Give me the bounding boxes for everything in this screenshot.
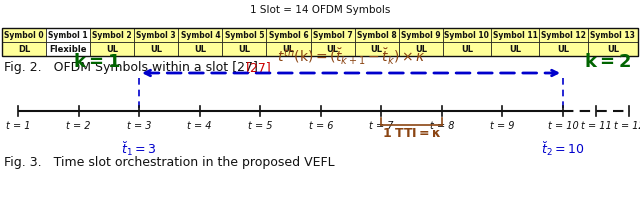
Bar (355, 42, 399, 56)
Text: $\mathbf{1\ TTI = \kappa}$: $\mathbf{1\ TTI = \kappa}$ (381, 127, 442, 140)
Text: Symbol 8: Symbol 8 (356, 30, 397, 39)
Text: UL: UL (607, 45, 619, 54)
Bar (310, 42, 355, 56)
Text: Symbol 3: Symbol 3 (136, 30, 176, 39)
Bar (540, 28, 588, 42)
Text: t = 6: t = 6 (308, 121, 333, 131)
Bar (134, 42, 179, 56)
Text: Symbol 12: Symbol 12 (541, 30, 586, 39)
Bar (588, 28, 638, 42)
Bar (588, 42, 638, 56)
Text: [27]: [27] (246, 61, 272, 74)
Text: UL: UL (282, 45, 294, 54)
Text: $\breve{t}_2 = 10$: $\breve{t}_2 = 10$ (541, 139, 585, 158)
Bar (46, 42, 90, 56)
Text: t = 3: t = 3 (127, 121, 152, 131)
Bar (2, 28, 46, 42)
Bar (222, 28, 266, 42)
Text: Symbol 2: Symbol 2 (92, 30, 132, 39)
Bar (540, 42, 588, 56)
Bar (443, 42, 491, 56)
Bar (90, 28, 134, 42)
Text: Symbol 7: Symbol 7 (313, 30, 353, 39)
Bar (222, 42, 266, 56)
Bar (134, 28, 179, 42)
Text: Symbol 4: Symbol 4 (180, 30, 220, 39)
Text: t = 2: t = 2 (67, 121, 91, 131)
Text: UL: UL (461, 45, 473, 54)
Text: UL: UL (557, 45, 570, 54)
Text: Fig. 2.   OFDM Symbols within a slot [27]: Fig. 2. OFDM Symbols within a slot [27] (4, 61, 258, 74)
Bar (443, 28, 491, 42)
Bar (179, 42, 222, 56)
Text: t = 1: t = 1 (6, 121, 30, 131)
Text: $\mathbf{k=1}$: $\mathbf{k=1}$ (74, 53, 121, 71)
Text: UL: UL (509, 45, 521, 54)
Text: Symbol 11: Symbol 11 (493, 30, 538, 39)
Text: UL: UL (106, 45, 118, 54)
Bar (491, 42, 540, 56)
Text: t = 11: t = 11 (580, 121, 611, 131)
Text: $t^{th}(\mathrm{k})=(\breve{t}_{k+1} - \breve{t}_{k}) \times \kappa$: $t^{th}(\mathrm{k})=(\breve{t}_{k+1} - \… (276, 47, 426, 67)
Text: Symbol 1: Symbol 1 (48, 30, 88, 39)
Text: Symbol 13: Symbol 13 (590, 30, 636, 39)
Bar (355, 28, 399, 42)
Text: t = 7: t = 7 (369, 121, 394, 131)
Bar (310, 28, 355, 42)
Text: $\mathbf{k=2}$: $\mathbf{k=2}$ (584, 53, 630, 71)
Text: Symbol 6: Symbol 6 (269, 30, 308, 39)
Text: Fig. 3.   Time slot orchestration in the proposed VEFL: Fig. 3. Time slot orchestration in the p… (4, 156, 335, 169)
Text: DL: DL (18, 45, 30, 54)
Text: UL: UL (239, 45, 250, 54)
Text: t = 4: t = 4 (188, 121, 212, 131)
Bar (266, 42, 310, 56)
Text: t = 10: t = 10 (548, 121, 579, 131)
Text: UL: UL (326, 45, 339, 54)
Text: t = 9: t = 9 (490, 121, 515, 131)
Text: UL: UL (195, 45, 206, 54)
Bar (179, 28, 222, 42)
Text: Symbol 0: Symbol 0 (4, 30, 44, 39)
Text: 1 Slot = 14 OFDM Symbols: 1 Slot = 14 OFDM Symbols (250, 5, 390, 15)
Text: Symbol 9: Symbol 9 (401, 30, 440, 39)
Text: t = 8: t = 8 (429, 121, 454, 131)
Text: UL: UL (415, 45, 427, 54)
Text: Symbol 10: Symbol 10 (445, 30, 490, 39)
Text: $\breve{t}_1 = 3$: $\breve{t}_1 = 3$ (122, 139, 157, 158)
Text: Flexible: Flexible (49, 45, 87, 54)
Text: t = 5: t = 5 (248, 121, 273, 131)
Bar (2, 42, 46, 56)
Text: t = 12: t = 12 (614, 121, 640, 131)
Bar (2, 28, 638, 56)
Bar (399, 42, 443, 56)
Bar (266, 28, 310, 42)
Text: UL: UL (371, 45, 383, 54)
Bar (399, 28, 443, 42)
Bar (90, 42, 134, 56)
Bar (46, 28, 90, 42)
Text: UL: UL (150, 45, 163, 54)
Text: Symbol 5: Symbol 5 (225, 30, 264, 39)
Bar (491, 28, 540, 42)
